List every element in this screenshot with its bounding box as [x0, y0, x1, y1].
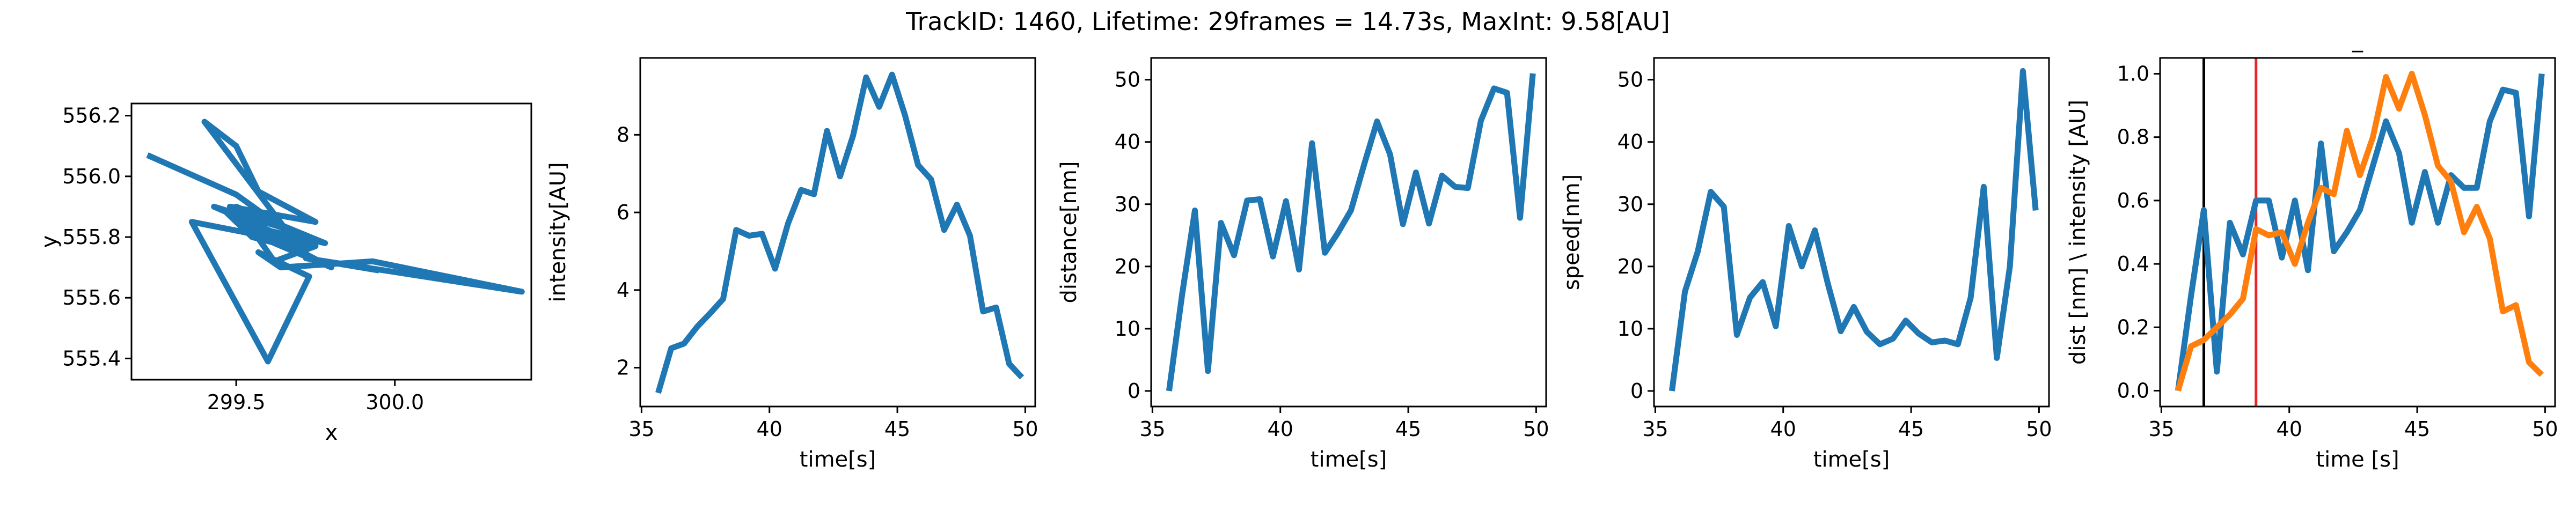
- y-tick-label: 0.6: [2117, 189, 2149, 212]
- y-axis-label: dist [nm] \ intensity [AU]: [2066, 100, 2090, 365]
- x-tick-label: 300.0: [365, 390, 424, 414]
- y-tick-label: 6: [617, 201, 630, 224]
- y-tick-label: 0.8: [2117, 125, 2149, 149]
- x-tick-label: 50: [2532, 417, 2558, 441]
- y-tick-label: 0: [1128, 379, 1140, 403]
- y-tick-label: 20: [1115, 255, 1140, 278]
- x-axis-label: time[s]: [800, 447, 876, 472]
- y-tick-label: 556.0: [62, 165, 121, 188]
- x-axis-label: time[s]: [1813, 447, 1890, 472]
- y-tick-label: 1.0: [2117, 62, 2149, 86]
- y-tick-label: 30: [1618, 193, 1643, 216]
- series-line-blue: [1668, 68, 2039, 392]
- axes-frame: [1653, 57, 2050, 408]
- y-tick-label: 50: [1115, 68, 1140, 92]
- chart-panel-2: 35 40 45 50 2 4 6 8 time[s] intensity[AU]: [546, 57, 1038, 472]
- x-tick-label: 40: [757, 417, 782, 441]
- series-line-blue: [146, 119, 525, 365]
- x-tick-label: 50: [1523, 417, 1549, 441]
- x-tick-label: 40: [1770, 417, 1796, 441]
- x-tick-label: 35: [1139, 417, 1165, 441]
- figure-suptitle: TrackID: 1460, Lifetime: 29frames = 14.7…: [905, 7, 1670, 36]
- series-line-blue: [1166, 73, 1536, 392]
- series-line-blue: [655, 71, 1024, 394]
- y-tick-label: 2: [617, 356, 630, 380]
- y-tick-label: 556.2: [62, 104, 121, 128]
- y-tick-label: 0.0: [2117, 379, 2149, 402]
- y-tick-label: 0: [1630, 379, 1643, 403]
- y-axis-label: speed[nm]: [1560, 174, 1584, 290]
- x-tick-label: 299.5: [207, 390, 266, 414]
- y-axis-label: y: [37, 235, 62, 248]
- x-tick-label: 50: [1012, 417, 1038, 441]
- y-tick-label: 555.4: [62, 346, 121, 370]
- axes-frame: [1150, 57, 1547, 408]
- y-axis-label: distance[nm]: [1057, 161, 1081, 303]
- y-tick-label: 0.2: [2117, 315, 2149, 339]
- axes-frame: [130, 102, 532, 381]
- x-tick-label: 35: [1642, 417, 1668, 441]
- y-tick-label: 10: [1618, 317, 1643, 341]
- y-tick-label: 0.4: [2117, 252, 2149, 276]
- x-tick-label: 40: [1268, 417, 1293, 441]
- y-tick-label: 555.8: [62, 225, 121, 249]
- y-tick-label: 555.6: [62, 286, 121, 309]
- chart-panel-4: 35 40 45 50 0 10 20 30 40 50 time[s] speed[nm]: [1560, 57, 2052, 472]
- axes-frame: [639, 57, 1036, 408]
- chart-panel-3: 35 40 45 50 0 10 20 30 40 50 time[s] distance[nm]: [1057, 57, 1549, 472]
- y-tick-label: 40: [1618, 130, 1643, 154]
- x-tick-label: 45: [884, 417, 910, 441]
- x-tick-label: 35: [2148, 417, 2174, 441]
- y-tick-label: 20: [1618, 255, 1643, 278]
- chart-panel-5: 35 40 45 50 0.0 0.2 0.4 0.6 0.8 1.0 time [s] dist […: [2066, 28, 2558, 472]
- x-axis-label: time[s]: [1311, 447, 1387, 472]
- x-axis-label: time [s]: [2316, 447, 2399, 472]
- y-tick-label: 8: [617, 123, 630, 146]
- y-tick-label: 4: [617, 278, 630, 302]
- chart-panel-1: 299.5 300.0 555.4 555.6 555.8 556.0 556.2 x y: [37, 102, 532, 445]
- x-tick-label: 45: [2404, 417, 2430, 441]
- y-axis-label: intensity[AU]: [546, 162, 570, 302]
- x-tick-label: 40: [2277, 417, 2302, 441]
- y-tick-label: 50: [1618, 68, 1643, 92]
- series-line-blue: [2175, 73, 2545, 392]
- y-tick-label: 30: [1115, 193, 1140, 216]
- x-tick-label: 45: [1898, 417, 1924, 441]
- x-tick-label: 35: [628, 417, 654, 441]
- x-tick-label: 50: [2026, 417, 2052, 441]
- y-tick-label: 40: [1115, 130, 1140, 154]
- x-tick-label: 45: [1395, 417, 1421, 441]
- series-line-orange: [2175, 71, 2544, 392]
- panel-title: _: [2352, 28, 2363, 53]
- y-tick-label: 10: [1115, 317, 1140, 341]
- axes-frame: [2159, 57, 2556, 408]
- x-axis-label: x: [325, 420, 338, 445]
